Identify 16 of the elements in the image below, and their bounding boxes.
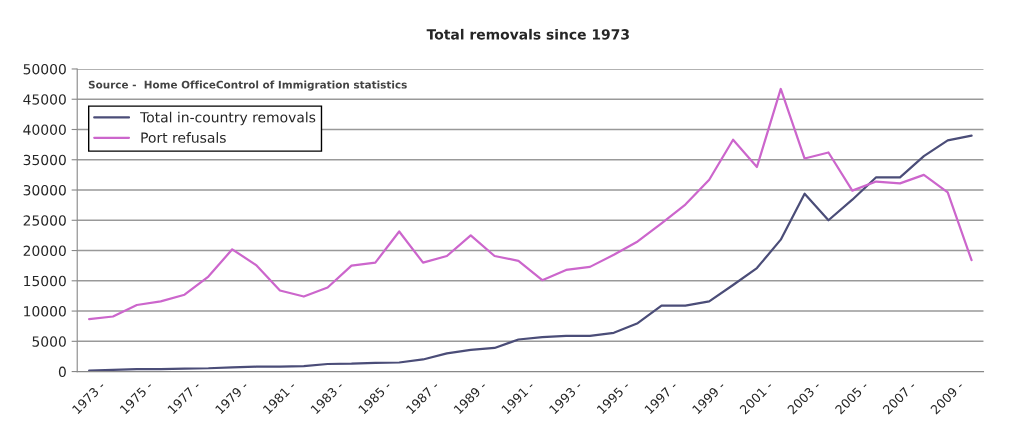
y-tick-label: 40000 bbox=[23, 124, 66, 135]
y-tick-label: 15000 bbox=[24, 275, 66, 287]
line-series bbox=[88, 134, 973, 372]
annotation: Source - Home OfficeControl of Immigration statistics bbox=[88, 80, 407, 91]
y-tick-label: 5000 bbox=[32, 336, 66, 347]
legend-label: Total in-country removals bbox=[140, 111, 316, 126]
y-tick-label: 10000 bbox=[24, 306, 66, 317]
y-tick-label: 50000 bbox=[23, 63, 66, 75]
legend-label: Port refusals bbox=[141, 132, 226, 143]
chart-title: Total removals since 1973 bbox=[426, 28, 629, 40]
y-tick-label: 0 bbox=[58, 366, 66, 378]
y-tick-label: 45000 bbox=[23, 94, 66, 105]
y-tick-label: 25000 bbox=[23, 215, 66, 226]
y-tick-label: 35000 bbox=[23, 154, 66, 166]
y-tick-label: 30000 bbox=[23, 184, 66, 196]
y-tick-label: 20000 bbox=[23, 245, 66, 257]
